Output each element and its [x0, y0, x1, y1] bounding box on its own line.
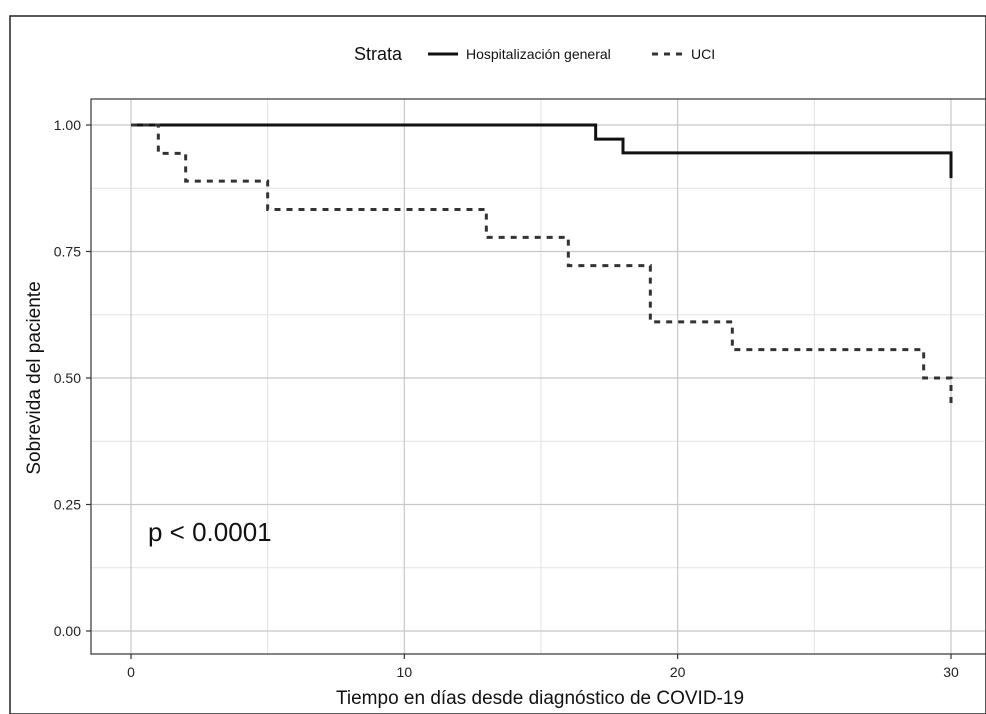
y-tick-label: 0.75 — [54, 244, 81, 260]
x-tick-label: 30 — [943, 664, 959, 680]
y-axis-title: Sobrevida del paciente — [24, 281, 45, 474]
series-uci-line — [131, 123, 953, 406]
x-tick-label: 0 — [127, 664, 135, 680]
legend-label-uci: UCI — [691, 46, 715, 62]
p-value-annotation: p < 0.0001 — [148, 517, 272, 547]
figure-border — [9, 15, 986, 714]
y-axis: 0.00 0.25 0.50 0.75 1.00 — [54, 117, 91, 639]
legend-title: Strata — [354, 44, 403, 64]
x-tick-label: 10 — [397, 664, 413, 680]
series-group — [131, 123, 953, 406]
legend: Strata Hospitalización general UCI — [354, 44, 715, 64]
x-axis-title: Tiempo en días desde diagnóstico de COVI… — [336, 688, 744, 709]
series-hospitalizacion-line — [131, 123, 953, 179]
plot-panel — [90, 98, 986, 655]
x-axis: 0 10 20 30 — [127, 654, 959, 680]
grid — [91, 99, 986, 654]
y-tick-label: 0.25 — [54, 497, 81, 513]
y-tick-label: 0.00 — [54, 623, 81, 639]
legend-label-hospitalizacion: Hospitalización general — [466, 46, 611, 62]
y-tick-label: 1.00 — [54, 117, 81, 133]
y-tick-label: 0.50 — [54, 370, 81, 386]
x-tick-label: 20 — [670, 664, 686, 680]
